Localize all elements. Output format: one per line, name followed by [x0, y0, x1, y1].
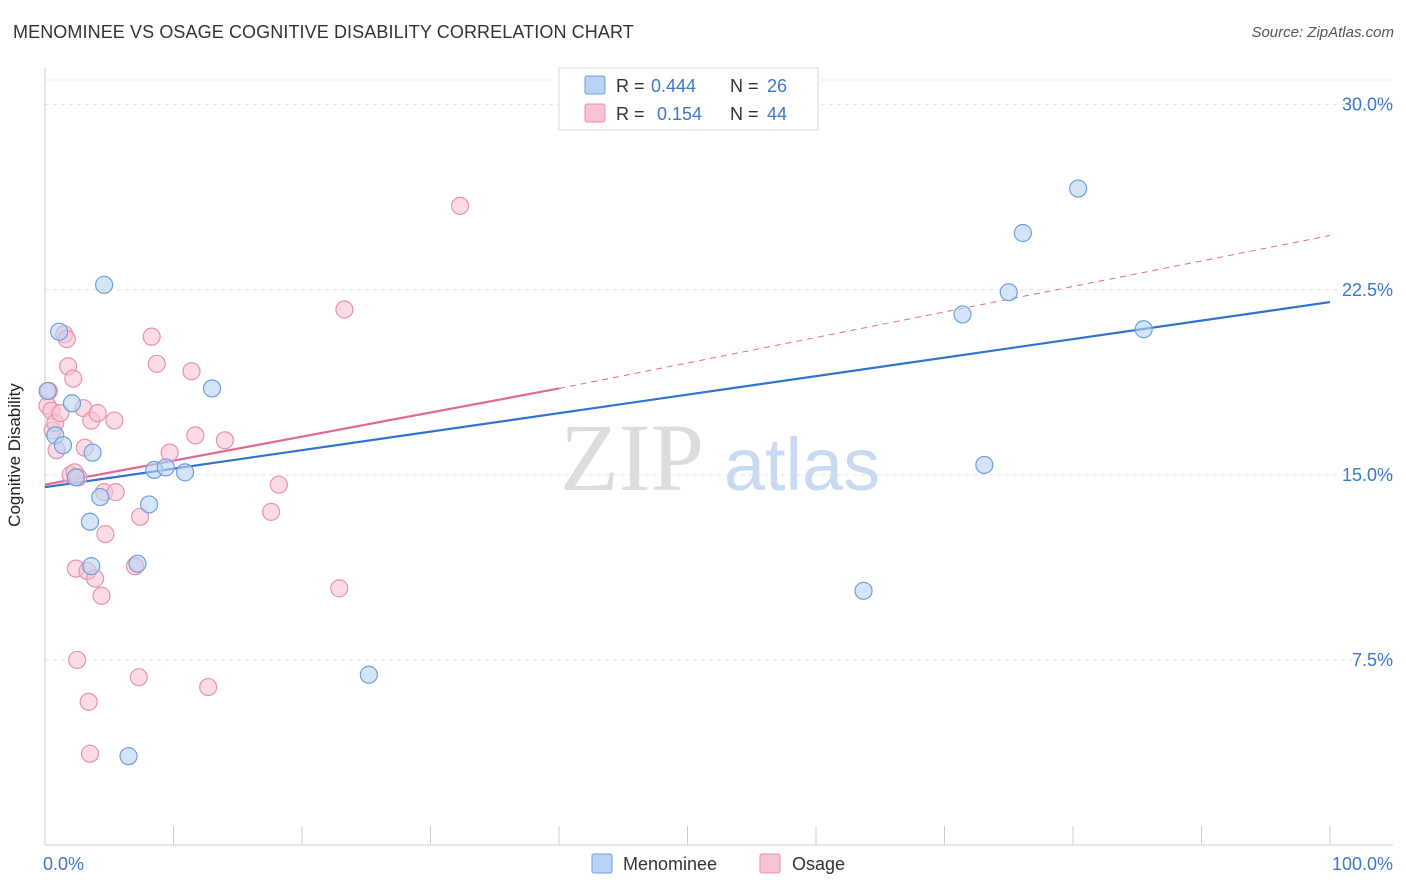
- osage-point: [96, 524, 115, 544]
- osage-point: [105, 411, 124, 430]
- osage-point: [335, 300, 354, 319]
- osage-point: [269, 475, 288, 494]
- watermark-zip: ZIP: [560, 404, 704, 511]
- osage-point: [186, 426, 205, 445]
- menominee-point: [91, 487, 110, 507]
- watermark-atlas: atlas: [724, 423, 880, 506]
- osage-n-label: N =: [730, 104, 759, 124]
- legend-label-osage: Osage: [792, 854, 845, 874]
- y-tick-label: 22.5%: [1342, 280, 1393, 300]
- menominee-trend-line: [44, 301, 1331, 489]
- osage-point: [147, 354, 166, 373]
- osage-point: [80, 744, 100, 763]
- menominee-point: [80, 512, 100, 531]
- osage-swatch: [584, 103, 606, 123]
- menominee-point: [82, 557, 101, 576]
- osage-point: [450, 196, 470, 215]
- menominee-point: [83, 443, 102, 462]
- osage-trend-extension: [558, 234, 1331, 389]
- menominee-point: [53, 436, 73, 455]
- watermark: ZIP atlas: [560, 404, 880, 511]
- menominee-n-label: N =: [730, 76, 759, 96]
- menominee-point: [1013, 223, 1032, 243]
- menominee-point: [95, 275, 114, 294]
- menominee-point: [38, 381, 57, 401]
- menominee-point: [66, 468, 85, 487]
- menominee-point: [359, 665, 378, 684]
- menominee-point: [119, 747, 138, 766]
- osage-r-label: R =: [616, 104, 645, 124]
- legend-swatch-osage: [759, 853, 781, 874]
- osage-point: [182, 362, 201, 381]
- legend-swatch-menominee: [591, 853, 613, 874]
- menominee-point: [175, 463, 195, 482]
- menominee-point: [62, 394, 82, 413]
- osage-r-value: 0.154: [657, 104, 702, 124]
- menominee-point: [50, 322, 69, 341]
- osage-point: [142, 327, 161, 346]
- osage-point: [199, 677, 218, 697]
- x-tick-labels: 0.0% 100.0%: [43, 854, 1393, 874]
- osage-point: [330, 579, 349, 598]
- gridlines: [45, 79, 1393, 661]
- osage-trend-line: [44, 387, 560, 486]
- osage-point: [64, 369, 83, 388]
- osage-n-value: 44: [767, 104, 787, 124]
- menominee-n-value: 26: [767, 76, 787, 96]
- menominee-point: [156, 458, 175, 477]
- osage-point: [79, 692, 98, 711]
- source-label: Source: ZipAtlas.com: [1251, 24, 1394, 41]
- bottom-legend: Menominee Osage: [591, 853, 845, 874]
- chart-title: MENOMINEE VS OSAGE COGNITIVE DISABILITY …: [13, 22, 634, 42]
- menominee-point: [953, 305, 972, 324]
- osage-point: [215, 431, 234, 450]
- osage-point: [68, 650, 87, 670]
- data-points: [38, 179, 1153, 766]
- menominee-point: [128, 554, 147, 573]
- x-tick-label-max: 100.0%: [1332, 854, 1393, 874]
- y-tick-label: 7.5%: [1352, 650, 1393, 670]
- menominee-point: [1069, 179, 1088, 198]
- y-tick-label: 15.0%: [1342, 465, 1393, 485]
- menominee-point: [139, 495, 159, 514]
- menominee-point: [854, 581, 873, 600]
- menominee-point: [975, 455, 994, 475]
- menominee-r-value: 0.444: [651, 76, 696, 96]
- osage-point: [106, 483, 125, 502]
- menominee-point: [999, 283, 1018, 302]
- osage-point: [129, 668, 148, 687]
- axes: [44, 68, 1393, 846]
- osage-point: [88, 404, 107, 423]
- legend-label-menominee: Menominee: [623, 854, 717, 874]
- x-tick-label-min: 0.0%: [43, 854, 84, 874]
- osage-point: [160, 443, 179, 462]
- menominee-r-label: R =: [616, 76, 645, 96]
- stats-legend-box: R = 0.444 N = 26 R = 0.154 N = 44: [558, 67, 819, 131]
- osage-point: [92, 586, 111, 605]
- osage-point: [130, 507, 150, 526]
- menominee-point: [202, 379, 222, 398]
- trend-lines: [44, 234, 1331, 489]
- menominee-point: [1134, 320, 1153, 339]
- osage-point: [262, 502, 281, 521]
- y-tick-labels: 7.5% 15.0% 22.5% 30.0%: [1342, 95, 1393, 670]
- menominee-swatch: [584, 75, 606, 95]
- y-tick-label: 30.0%: [1342, 95, 1393, 115]
- osage-point: [51, 404, 70, 423]
